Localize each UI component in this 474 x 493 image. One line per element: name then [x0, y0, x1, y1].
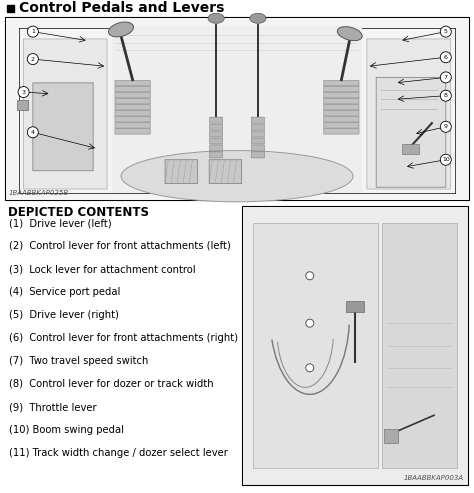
Bar: [243, 207, 467, 484]
FancyBboxPatch shape: [376, 77, 446, 187]
Ellipse shape: [250, 13, 266, 23]
Text: (1)  Drive lever (left): (1) Drive lever (left): [9, 218, 111, 228]
FancyBboxPatch shape: [115, 123, 150, 128]
Text: (2)  Control lever for front attachments (left): (2) Control lever for front attachments …: [9, 241, 231, 251]
FancyBboxPatch shape: [115, 92, 150, 98]
Circle shape: [440, 26, 451, 37]
FancyBboxPatch shape: [209, 160, 242, 183]
Text: 10: 10: [442, 157, 450, 162]
FancyBboxPatch shape: [210, 124, 223, 130]
Text: (10) Boom swing pedal: (10) Boom swing pedal: [9, 425, 124, 435]
FancyBboxPatch shape: [210, 138, 223, 144]
FancyBboxPatch shape: [324, 129, 359, 134]
FancyBboxPatch shape: [115, 99, 150, 104]
FancyBboxPatch shape: [324, 116, 359, 122]
Ellipse shape: [337, 27, 362, 40]
Circle shape: [440, 121, 451, 132]
Bar: [6, 18, 468, 199]
Circle shape: [306, 272, 314, 280]
Circle shape: [27, 54, 38, 65]
FancyBboxPatch shape: [324, 105, 359, 110]
FancyBboxPatch shape: [210, 131, 223, 137]
Circle shape: [440, 154, 451, 165]
Text: 7: 7: [444, 75, 448, 80]
Bar: [7, 5, 14, 12]
FancyBboxPatch shape: [324, 110, 359, 116]
Text: (6)  Control lever for front attachments (right): (6) Control lever for front attachments …: [9, 333, 238, 343]
FancyBboxPatch shape: [251, 138, 264, 144]
Circle shape: [440, 90, 451, 101]
Text: 1BAABBKAP003A: 1BAABBKAP003A: [404, 475, 464, 481]
FancyBboxPatch shape: [115, 86, 150, 92]
Text: 5: 5: [444, 29, 448, 34]
FancyBboxPatch shape: [24, 39, 107, 189]
Ellipse shape: [208, 13, 224, 23]
Text: DEPICTED CONTENTS: DEPICTED CONTENTS: [8, 206, 149, 219]
Text: (7)  Two travel speed switch: (7) Two travel speed switch: [9, 356, 148, 366]
Text: 3: 3: [21, 90, 26, 95]
Circle shape: [440, 52, 451, 63]
Text: (9)  Throttle lever: (9) Throttle lever: [9, 402, 97, 412]
FancyBboxPatch shape: [251, 117, 264, 123]
Bar: [5, 17, 469, 200]
Bar: [0, 0, 474, 15]
Bar: [402, 144, 419, 154]
Ellipse shape: [121, 150, 353, 202]
Text: 6: 6: [444, 55, 448, 60]
FancyBboxPatch shape: [33, 83, 93, 171]
Text: (11) Track width change / dozer select lever: (11) Track width change / dozer select l…: [9, 448, 228, 458]
Text: 2: 2: [31, 57, 35, 62]
FancyBboxPatch shape: [165, 160, 198, 183]
FancyBboxPatch shape: [251, 124, 264, 130]
FancyBboxPatch shape: [251, 145, 264, 151]
FancyBboxPatch shape: [367, 39, 450, 189]
Bar: [242, 206, 468, 485]
Bar: [346, 301, 364, 312]
Bar: [112, 26, 362, 193]
FancyBboxPatch shape: [115, 129, 150, 134]
FancyBboxPatch shape: [324, 86, 359, 92]
FancyBboxPatch shape: [115, 116, 150, 122]
FancyBboxPatch shape: [324, 92, 359, 98]
Text: 1BAABBKAP025B: 1BAABBKAP025B: [9, 190, 69, 196]
FancyBboxPatch shape: [115, 105, 150, 110]
Circle shape: [18, 87, 29, 98]
Circle shape: [27, 26, 38, 37]
FancyBboxPatch shape: [251, 131, 264, 137]
Circle shape: [306, 364, 314, 372]
Text: (3)  Lock lever for attachment control: (3) Lock lever for attachment control: [9, 264, 196, 274]
Text: (8)  Control lever for dozer or track width: (8) Control lever for dozer or track wid…: [9, 379, 214, 389]
Text: 9: 9: [444, 124, 448, 129]
Text: (5)  Drive lever (right): (5) Drive lever (right): [9, 310, 119, 320]
FancyBboxPatch shape: [115, 80, 150, 86]
FancyBboxPatch shape: [115, 110, 150, 116]
FancyBboxPatch shape: [210, 152, 223, 158]
Bar: [382, 223, 457, 468]
Circle shape: [27, 127, 38, 138]
Bar: [384, 429, 398, 443]
Text: 8: 8: [444, 93, 448, 98]
Text: Control Pedals and Levers: Control Pedals and Levers: [19, 1, 224, 15]
FancyBboxPatch shape: [210, 117, 223, 123]
FancyBboxPatch shape: [324, 123, 359, 128]
Ellipse shape: [109, 22, 134, 37]
FancyBboxPatch shape: [251, 152, 264, 158]
FancyBboxPatch shape: [324, 80, 359, 86]
Text: (4)  Service port pedal: (4) Service port pedal: [9, 287, 120, 297]
Circle shape: [440, 72, 451, 83]
Bar: [253, 223, 378, 468]
FancyBboxPatch shape: [324, 99, 359, 104]
Text: 4: 4: [31, 130, 35, 135]
FancyBboxPatch shape: [210, 145, 223, 151]
Text: 1: 1: [31, 29, 35, 34]
Circle shape: [306, 319, 314, 327]
Bar: [17, 100, 28, 110]
